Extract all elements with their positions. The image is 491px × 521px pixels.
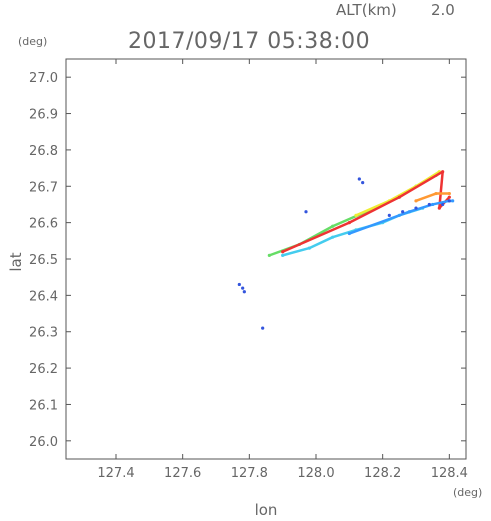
echo-point bbox=[427, 202, 431, 207]
chart-title: 2017/09/17 05:38:00 bbox=[128, 29, 370, 54]
echo-point bbox=[451, 199, 455, 203]
echo-point bbox=[431, 202, 435, 207]
echo-point bbox=[387, 213, 391, 217]
x-tick-label: 128.0 bbox=[297, 466, 334, 481]
echo-point bbox=[281, 253, 285, 257]
y-unit-label: (deg) bbox=[18, 35, 47, 48]
x-unit-label: (deg) bbox=[453, 486, 482, 499]
echo-point bbox=[331, 224, 335, 228]
y-tick-label: 27.0 bbox=[29, 71, 58, 86]
y-tick-label: 26.1 bbox=[29, 398, 58, 413]
echo-point bbox=[441, 170, 445, 174]
x-axis-title: lon bbox=[255, 501, 278, 519]
y-tick-label: 26.0 bbox=[29, 435, 58, 450]
echo-point bbox=[354, 213, 358, 217]
echo-band bbox=[354, 170, 441, 217]
x-tick-label: 128.4 bbox=[431, 466, 468, 481]
x-tick-label: 127.6 bbox=[164, 466, 201, 481]
echo-point bbox=[447, 195, 451, 199]
echo-point bbox=[237, 282, 241, 287]
y-tick-label: 26.3 bbox=[29, 326, 58, 341]
echo-layer bbox=[237, 170, 455, 330]
echo-point bbox=[261, 326, 265, 330]
y-axis: 27.0 26.9 26.8 26.7 26.6 26.5 26.4 26.3 26.2 26.1… bbox=[29, 71, 466, 450]
echo-point bbox=[304, 210, 308, 214]
echo-band bbox=[281, 170, 451, 253]
echo-point bbox=[281, 250, 285, 254]
echo-point bbox=[397, 195, 401, 199]
altitude-label: ALT(km) bbox=[336, 1, 397, 19]
echo-point bbox=[447, 199, 451, 203]
plot-frame bbox=[65, 58, 467, 460]
y-tick-label: 26.8 bbox=[29, 144, 58, 159]
x-tick-label: 127.8 bbox=[231, 466, 268, 481]
y-tick-label: 26.4 bbox=[29, 289, 58, 304]
y-tick-label: 26.5 bbox=[29, 253, 58, 268]
altitude-value: 2.0 bbox=[431, 1, 455, 19]
echo-point bbox=[437, 206, 441, 210]
x-tick-label: 128.2 bbox=[364, 466, 401, 481]
echo-point bbox=[441, 202, 445, 207]
x-tick-label: 127.4 bbox=[97, 466, 134, 481]
echo-point bbox=[447, 191, 451, 196]
x-axis: 127.4 127.6 127.8 128.0 128.2 128.4 bbox=[97, 59, 468, 481]
echo-point bbox=[414, 206, 418, 210]
echo-point bbox=[407, 210, 411, 214]
echo-point bbox=[241, 286, 245, 290]
echo-point bbox=[434, 191, 438, 196]
echo-point bbox=[331, 235, 335, 239]
y-tick-label: 26.2 bbox=[29, 362, 58, 377]
echo-point bbox=[242, 290, 246, 294]
echo-point bbox=[361, 181, 365, 185]
echo-point bbox=[267, 253, 271, 257]
y-tick-label: 26.7 bbox=[29, 180, 58, 195]
y-tick-label: 26.6 bbox=[29, 217, 58, 232]
y-tick-label: 26.9 bbox=[29, 108, 58, 123]
echo-point bbox=[347, 221, 351, 225]
echo-point bbox=[307, 246, 311, 250]
echo-point bbox=[401, 210, 405, 214]
echo-point bbox=[414, 199, 418, 203]
echo-point bbox=[347, 231, 351, 236]
echo-point bbox=[357, 177, 361, 181]
y-axis-title: lat bbox=[7, 252, 25, 271]
